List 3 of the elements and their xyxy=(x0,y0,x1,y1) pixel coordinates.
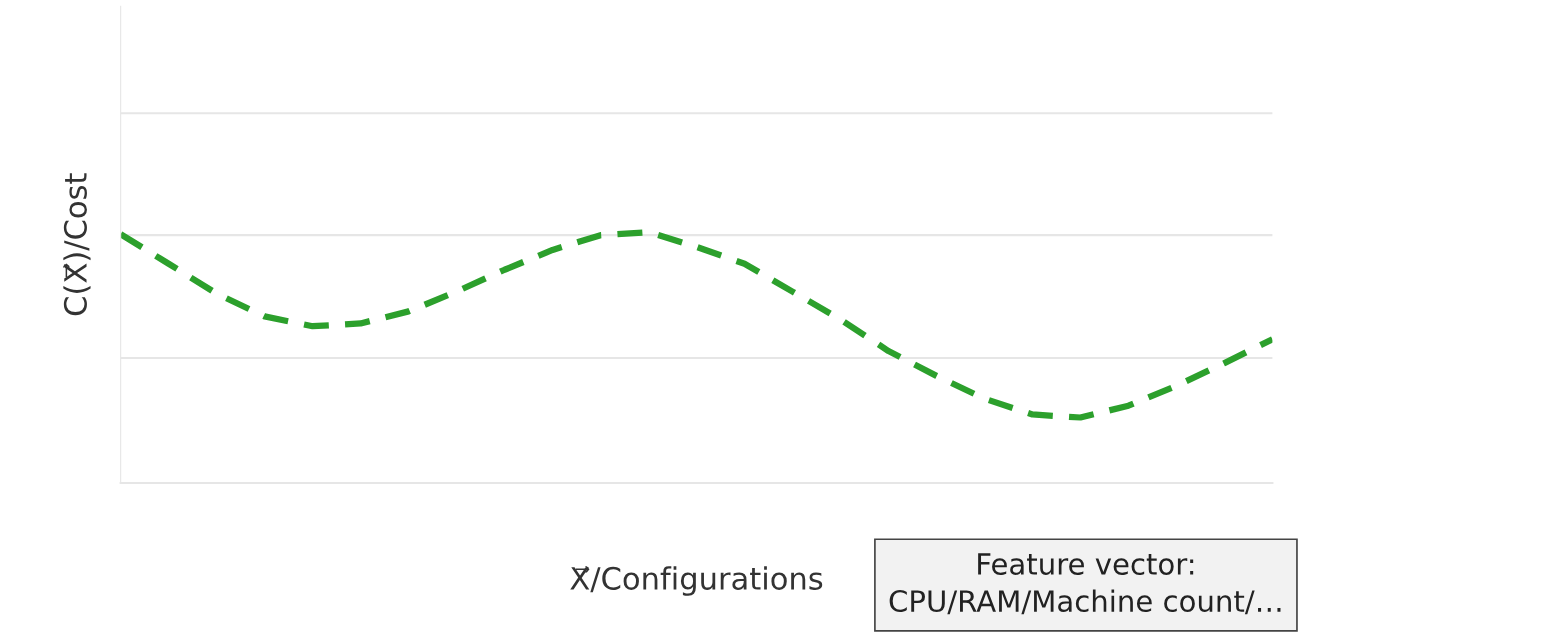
text: Feature vector: CPU/RAM/Machine count/… xyxy=(889,553,1281,615)
y-axis-title: C(X⃗)/Cost xyxy=(63,173,91,316)
x-axis-title: X⃗/Configurations xyxy=(570,566,823,596)
